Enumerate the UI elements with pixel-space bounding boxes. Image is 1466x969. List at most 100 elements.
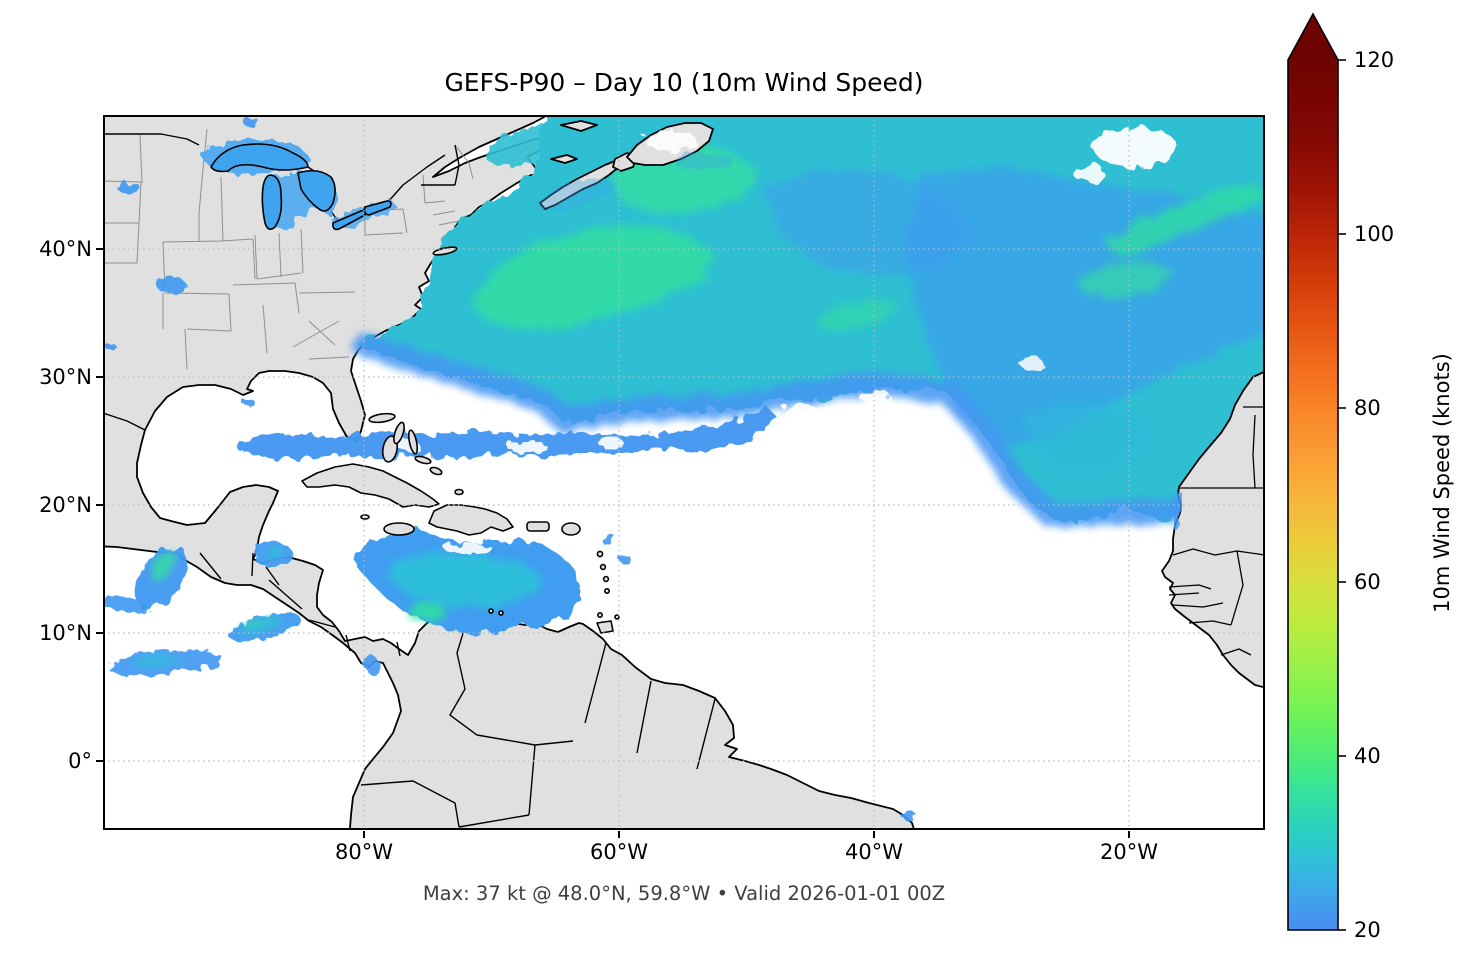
y-tick-mark <box>96 760 103 762</box>
wind-region-caribbean-cyan-core <box>391 551 541 609</box>
wind-region-calm-hole-azores <box>1093 127 1177 167</box>
wind-region-calm-hole-mid-2 <box>859 390 891 404</box>
island-cayman <box>360 514 370 520</box>
island-grand-bahama <box>368 412 396 424</box>
island-guadeloupe <box>596 550 604 558</box>
wind-field-layer <box>103 115 1265 820</box>
x-tick-label: 60°W <box>590 840 648 864</box>
y-tick-label: 30°N <box>39 365 92 389</box>
land-layer <box>103 115 916 830</box>
wind-region-tehuantepec-tail <box>103 594 149 614</box>
wind-region-tehuantepec-jet-green <box>151 551 177 579</box>
wind-overlay-layer <box>534 131 1186 530</box>
island-hispaniola <box>428 504 514 536</box>
wind-region-newfoundland-fringe <box>673 153 733 169</box>
y-tick-label: 0° <box>68 749 92 773</box>
x-tick-mark <box>618 831 620 838</box>
x-tick-mark <box>363 831 365 838</box>
wind-region-gulf-of-honduras-cyan <box>266 547 284 559</box>
colorbar-tick-label: 60 <box>1354 570 1381 594</box>
island-aruba <box>488 608 494 614</box>
wind-region-gulf-of-panama-dot <box>364 655 378 673</box>
island-curacao <box>498 610 504 616</box>
wind-region-field-blue-top-middle <box>763 169 973 277</box>
y-tick-label: 40°N <box>39 237 92 261</box>
island-anticosti <box>560 120 598 132</box>
wind-region-bahamas-band-hole-3 <box>598 438 624 448</box>
x-tick-mark <box>873 831 875 838</box>
wind-region-calm-hole-azores-2 <box>1073 164 1105 182</box>
africa-borders <box>1168 406 1265 656</box>
lake-michigan <box>261 174 283 231</box>
y-tick-mark <box>96 376 103 378</box>
wind-region-speck-antilles-east-2 <box>619 555 631 563</box>
x-tick-label: 80°W <box>335 840 393 864</box>
wind-region-speck-gulf-of-mexico <box>243 399 255 407</box>
wind-region-calm-hole-east <box>1019 357 1043 369</box>
island-andros <box>381 435 399 463</box>
international-borders <box>103 133 716 828</box>
colorbar-tick-label: 100 <box>1354 222 1394 246</box>
colorbar-tick-label: 80 <box>1354 396 1381 420</box>
wind-region-field-blue-south-fringe <box>353 333 1265 527</box>
island-long-island-ny <box>432 246 458 256</box>
island-puerto-rico <box>526 521 550 532</box>
colorbar-tick-label: 120 <box>1354 48 1394 72</box>
wind-region-speck-texas <box>106 343 116 351</box>
island-martinique <box>602 575 610 583</box>
colorbar-tick-label: 40 <box>1354 744 1381 768</box>
wind-region-speck-iowa <box>157 276 185 294</box>
x-tick-mark <box>1128 831 1130 838</box>
lake-superior <box>210 143 309 173</box>
island-crooked <box>414 455 432 465</box>
colorbar-extend-arrow <box>1288 14 1338 60</box>
wind-region-field-green-east-patch <box>1075 262 1175 298</box>
y-tick-mark <box>96 504 103 506</box>
landmass-americas <box>103 115 916 830</box>
wind-region-hispaniola-south-gap <box>445 543 493 555</box>
colorbar-tick-label: 20 <box>1354 918 1381 942</box>
y-tick-label: 20°N <box>39 493 92 517</box>
wind-region-speck-brazil-coast <box>901 812 917 820</box>
wind-region-speck-antilles-east-1 <box>600 534 616 544</box>
wind-region-pacific-tail-cyan <box>131 654 179 668</box>
wind-region-calm-hole-mid-1 <box>783 403 823 419</box>
wind-region-field-blue-east <box>905 167 1265 447</box>
wind-region-africa-coast-fringe <box>1170 492 1186 530</box>
island-long-island-bahamas <box>407 429 419 455</box>
wind-region-field-green-northeast-streak <box>1105 183 1263 256</box>
colorbar-ticks: 20 40 60 80 100 120 <box>1338 48 1394 942</box>
wind-region-bahamas-band <box>239 407 775 459</box>
island-dominica <box>599 563 607 571</box>
plot-title: GEFS-P90 – Day 10 (10m Wind Speed) <box>444 68 924 97</box>
great-lakes <box>210 143 392 231</box>
island-turks <box>454 488 464 496</box>
map-canvas <box>103 115 1265 830</box>
landmass-africa <box>1161 370 1265 689</box>
wind-region-st-lawrence-gulf-fill <box>486 123 580 167</box>
wind-region-bahamas-band-hole-2 <box>507 441 547 453</box>
wind-region-field-green-central-streak <box>816 299 900 331</box>
island-eleuthera <box>393 421 405 445</box>
wind-region-field-cyan-southeast <box>1023 401 1155 477</box>
island-tobago <box>614 614 620 620</box>
y-tick-mark <box>96 248 103 250</box>
wind-region-papagayo-jet-cyan <box>241 617 281 633</box>
colorbar-gradient <box>1288 60 1338 930</box>
x-tick-label: 20°W <box>1100 840 1158 864</box>
wind-region-field-green-off-new-england <box>471 225 715 329</box>
x-tick-label: 40°W <box>845 840 903 864</box>
island-st-lucia <box>603 587 610 594</box>
gridlines <box>103 115 1265 830</box>
lake-erie <box>332 209 367 231</box>
island-jamaica <box>383 522 415 536</box>
wind-region-calm-hole-newfoundland <box>645 131 697 151</box>
caribbean-islands <box>301 246 620 634</box>
wind-region-caribbean-green-core <box>407 603 447 621</box>
colorbar: 20 40 60 80 100 120 <box>1287 12 1394 942</box>
wind-region-papagayo-jet-green <box>246 619 260 627</box>
island-leewards <box>561 522 581 536</box>
caption: Max: 37 kt @ 48.0°N, 59.8°W • Valid 2026… <box>422 882 946 905</box>
island-trinidad <box>596 620 614 634</box>
